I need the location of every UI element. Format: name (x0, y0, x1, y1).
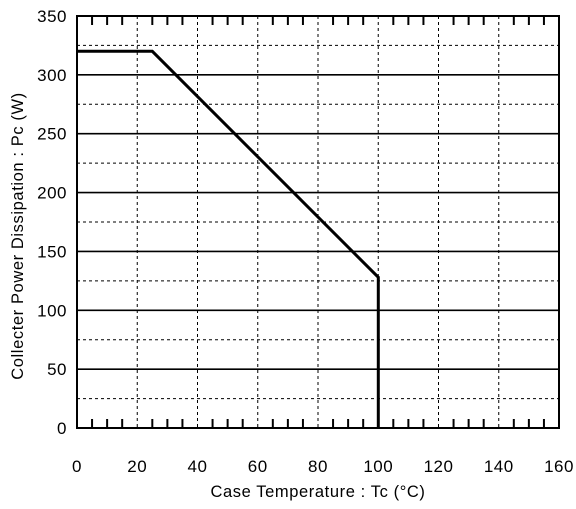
series-line-0 (77, 49, 380, 428)
grid (77, 16, 559, 428)
x-tick-label: 160 (544, 457, 574, 476)
x-tick-label: 20 (127, 457, 147, 476)
x-tick-label: 140 (484, 457, 514, 476)
x-tick-label: 60 (248, 457, 268, 476)
x-tick-label: 100 (363, 457, 393, 476)
y-tick-label: 300 (37, 66, 67, 85)
y-tick-label: 50 (47, 360, 67, 379)
minor-ticks (91, 16, 545, 428)
y-tick-label: 250 (37, 125, 67, 144)
plot-frame (76, 15, 560, 429)
y-tick-label: 0 (57, 419, 67, 438)
y-axis-title: Collecter Power Dissipation : Pc (W) (9, 92, 27, 380)
y-tick-label: 200 (37, 184, 67, 203)
x-tick-label: 120 (424, 457, 454, 476)
y-tick-label: 350 (37, 7, 67, 26)
x-tick-labels: 0 20 40 60 80 100 120 140 160 (72, 457, 574, 476)
x-axis-title: Case Temperature : Tc (°C) (210, 483, 425, 501)
x-tick-label: 80 (308, 457, 328, 476)
series-layer (77, 49, 380, 428)
x-tick-label: 40 (188, 457, 208, 476)
x-tick-label: 0 (72, 457, 82, 476)
y-tick-label: 150 (37, 242, 67, 261)
y-tick-labels: 0 50 100 150 200 250 300 350 (37, 7, 67, 438)
y-tick-label: 100 (37, 301, 67, 320)
